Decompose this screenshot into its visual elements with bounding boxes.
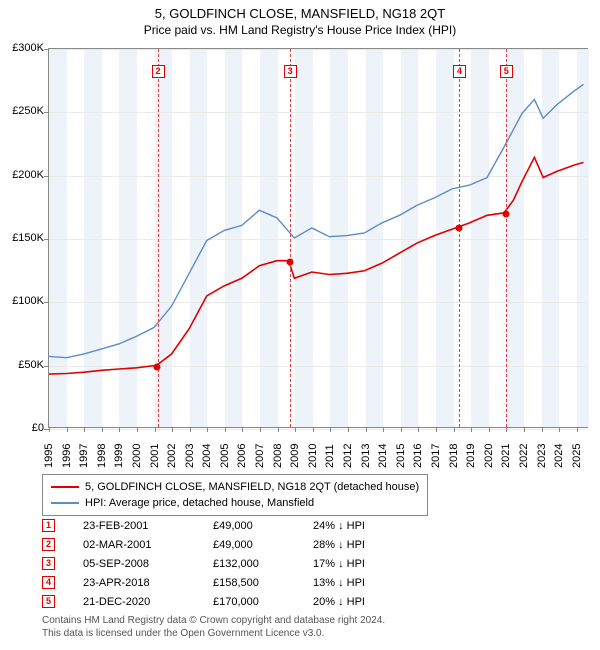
x-axis-label: 2023 [536,434,548,468]
x-axis-label: 2006 [236,434,248,468]
table-row: 123-FEB-2001£49,00024% ↓ HPI [42,516,413,535]
y-axis-label: £300K [2,42,44,54]
x-axis-label: 2025 [571,434,583,468]
table-row: 521-DEC-2020£170,00020% ↓ HPI [42,592,413,611]
x-axis-label: 2007 [254,434,266,468]
y-axis-label: £0 [2,422,44,434]
marker-3: 3 [284,65,297,78]
chart-title: 5, GOLDFINCH CLOSE, MANSFIELD, NG18 2QT [0,0,600,21]
x-axis-label: 2021 [500,434,512,468]
x-axis-label: 2009 [289,434,301,468]
x-axis-label: 2011 [324,434,336,468]
y-axis-label: £50K [2,359,44,371]
chart-container: 5, GOLDFINCH CLOSE, MANSFIELD, NG18 2QT … [0,0,600,650]
x-axis-label: 2000 [131,434,143,468]
x-axis-label: 2024 [553,434,565,468]
series-hpi [49,84,584,357]
x-axis-label: 1998 [96,434,108,468]
x-axis-label: 1995 [43,434,55,468]
price-dot [502,210,509,217]
x-axis-label: 2020 [483,434,495,468]
price-dot [154,363,161,370]
transaction-table: 123-FEB-2001£49,00024% ↓ HPI202-MAR-2001… [42,516,413,611]
footer-line1: Contains HM Land Registry data © Crown c… [42,614,385,627]
marker-2: 2 [152,65,165,78]
x-axis-label: 2013 [360,434,372,468]
legend-item: HPI: Average price, detached house, Mans… [51,495,419,511]
x-axis-label: 2019 [465,434,477,468]
series-property [49,157,584,374]
table-row: 423-APR-2018£158,50013% ↓ HPI [42,573,413,592]
y-axis-label: £200K [2,169,44,181]
x-axis-label: 2014 [377,434,389,468]
y-axis-label: £250K [2,105,44,117]
footer-attribution: Contains HM Land Registry data © Crown c… [42,614,385,640]
x-axis-label: 2002 [166,434,178,468]
x-axis-label: 1999 [113,434,125,468]
table-row: 305-SEP-2008£132,00017% ↓ HPI [42,554,413,573]
x-axis-label: 2017 [430,434,442,468]
x-axis-label: 2016 [412,434,424,468]
x-axis-label: 2004 [201,434,213,468]
y-axis-label: £150K [2,232,44,244]
x-axis-label: 1997 [78,434,90,468]
chart-subtitle: Price paid vs. HM Land Registry's House … [0,21,600,37]
x-axis-label: 2010 [307,434,319,468]
marker-5: 5 [500,65,513,78]
x-axis-label: 2005 [219,434,231,468]
x-axis-label: 2008 [272,434,284,468]
x-axis-label: 1996 [61,434,73,468]
price-dot [286,258,293,265]
price-dot [456,225,463,232]
x-axis-label: 2022 [518,434,530,468]
marker-4: 4 [453,65,466,78]
x-axis-label: 2012 [342,434,354,468]
legend-item: 5, GOLDFINCH CLOSE, MANSFIELD, NG18 2QT … [51,479,419,495]
x-axis-label: 2015 [395,434,407,468]
x-axis-label: 2003 [184,434,196,468]
x-axis-label: 2001 [149,434,161,468]
footer-line2: This data is licensed under the Open Gov… [42,627,385,640]
legend: 5, GOLDFINCH CLOSE, MANSFIELD, NG18 2QT … [42,474,428,516]
x-axis-label: 2018 [448,434,460,468]
y-axis-label: £100K [2,295,44,307]
plot-area: 2 3 4 5 [48,48,588,428]
table-row: 202-MAR-2001£49,00028% ↓ HPI [42,535,413,554]
